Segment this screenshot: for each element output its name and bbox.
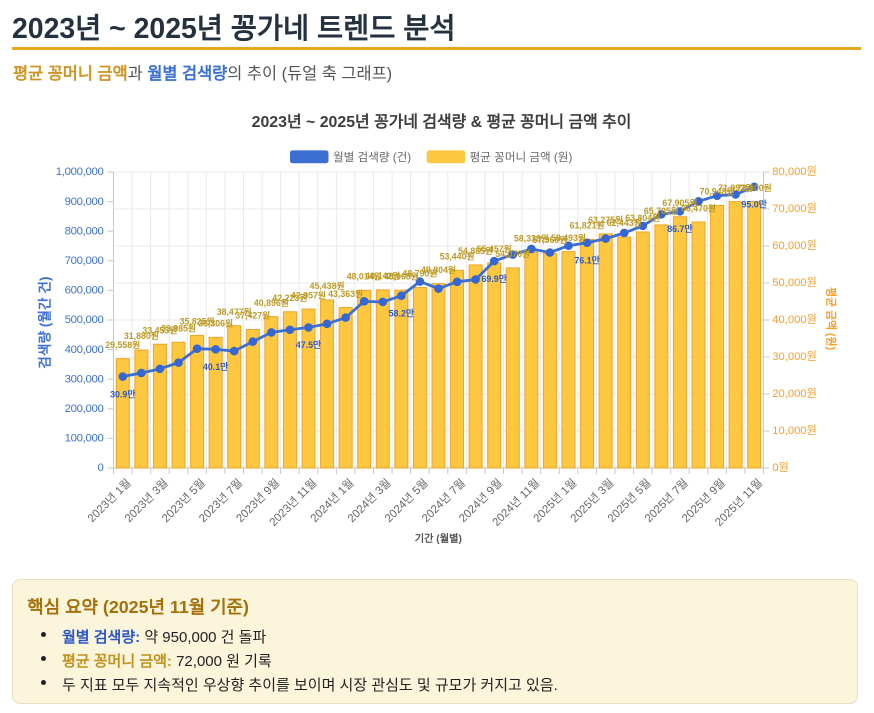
svg-text:47.5만: 47.5만	[296, 339, 322, 350]
svg-text:0원: 0원	[772, 460, 789, 474]
svg-text:43,363원: 43,363원	[328, 288, 363, 299]
svg-text:86.7만: 86.7만	[667, 223, 693, 234]
svg-text:63,275원: 63,275원	[588, 214, 623, 225]
svg-text:29,558원: 29,558원	[105, 339, 140, 350]
svg-text:40.1만: 40.1만	[203, 361, 229, 372]
svg-text:38,477원: 38,477원	[217, 306, 252, 317]
svg-text:54,070원: 54,070원	[495, 248, 530, 259]
svg-text:검색량 (월간 건): 검색량 (월간 건)	[37, 276, 53, 368]
svg-text:30,000원: 30,000원	[772, 349, 817, 363]
svg-text:53,440원: 53,440원	[440, 250, 475, 261]
svg-text:62,443원: 62,443원	[607, 217, 642, 228]
svg-text:50,000원: 50,000원	[772, 275, 817, 289]
svg-text:61,821원: 61,821원	[570, 219, 605, 230]
svg-text:58.2만: 58.2만	[389, 308, 415, 319]
svg-text:63,804원: 63,804원	[625, 212, 660, 223]
svg-text:57,960원: 57,960원	[532, 234, 567, 245]
svg-text:33,453원: 33,453원	[142, 324, 177, 335]
svg-text:400,000: 400,000	[65, 344, 104, 356]
svg-text:58,338원: 58,338원	[514, 232, 549, 243]
svg-text:100,000: 100,000	[65, 433, 104, 445]
svg-text:40,896원: 40,896원	[254, 297, 289, 308]
svg-text:66,470원: 66,470원	[681, 202, 716, 213]
svg-text:평균 꽁머니 금액 (원): 평균 꽁머니 금액 (원)	[470, 150, 573, 164]
svg-text:60,000원: 60,000원	[772, 238, 817, 252]
svg-text:48,014원: 48,014원	[347, 271, 382, 282]
svg-text:0: 0	[97, 462, 103, 474]
svg-text:20,000원: 20,000원	[772, 386, 817, 400]
svg-text:72,000원: 72,000원	[737, 182, 772, 193]
svg-text:65,705원: 65,705원	[644, 205, 679, 216]
svg-text:95.0만: 95.0만	[741, 199, 767, 210]
svg-text:31,880원: 31,880원	[124, 330, 159, 341]
svg-text:600,000: 600,000	[65, 285, 104, 297]
svg-text:33,985원: 33,985원	[161, 322, 196, 333]
svg-text:200,000: 200,000	[65, 403, 104, 415]
svg-text:40,000원: 40,000원	[772, 312, 817, 326]
svg-text:76.1만: 76.1만	[574, 255, 600, 266]
svg-text:10,000원: 10,000원	[772, 423, 817, 437]
svg-text:48,142원: 48,142원	[365, 270, 400, 281]
svg-text:69.9만: 69.9만	[481, 273, 507, 284]
svg-text:30.9만: 30.9만	[110, 388, 136, 399]
svg-text:45,438원: 45,438원	[310, 280, 345, 291]
svg-text:35,825원: 35,825원	[180, 316, 215, 327]
svg-text:700,000: 700,000	[65, 255, 104, 267]
svg-text:54,885원: 54,885원	[458, 245, 493, 256]
svg-text:58,493원: 58,493원	[551, 232, 586, 243]
svg-text:49,804원: 49,804원	[421, 264, 456, 275]
svg-text:55,457원: 55,457원	[477, 243, 512, 254]
svg-text:80,000원: 80,000원	[772, 164, 817, 178]
svg-text:42,223원: 42,223원	[272, 292, 307, 303]
svg-text:기간 (월별): 기간 (월별)	[415, 532, 462, 545]
svg-text:48,790원: 48,790원	[402, 268, 437, 279]
svg-text:48,068원: 48,068원	[384, 270, 419, 281]
svg-text:35,306원: 35,306원	[198, 318, 233, 329]
svg-text:900,000: 900,000	[65, 196, 104, 208]
svg-text:37,427원: 37,427원	[235, 310, 270, 321]
svg-text:70,948원: 70,948원	[700, 186, 735, 197]
svg-text:71,992원: 71,992원	[718, 182, 753, 193]
svg-text:67,905원: 67,905원	[662, 197, 697, 208]
svg-text:평균 금액 (원): 평균 금액 (원)	[824, 287, 838, 350]
svg-text:1,000,000: 1,000,000	[56, 166, 104, 178]
svg-text:2023년 ~ 2025년 꽁가네 검색량 & 평균 꽁머니: 2023년 ~ 2025년 꽁가네 검색량 & 평균 꽁머니 금액 추이	[252, 112, 632, 131]
svg-text:42,957원: 42,957원	[291, 289, 326, 300]
svg-text:800,000: 800,000	[65, 225, 104, 237]
svg-text:500,000: 500,000	[65, 314, 104, 326]
svg-text:300,000: 300,000	[65, 373, 104, 385]
svg-text:월별 검색량 (건): 월별 검색량 (건)	[333, 151, 411, 164]
svg-text:70,000원: 70,000원	[772, 201, 817, 215]
